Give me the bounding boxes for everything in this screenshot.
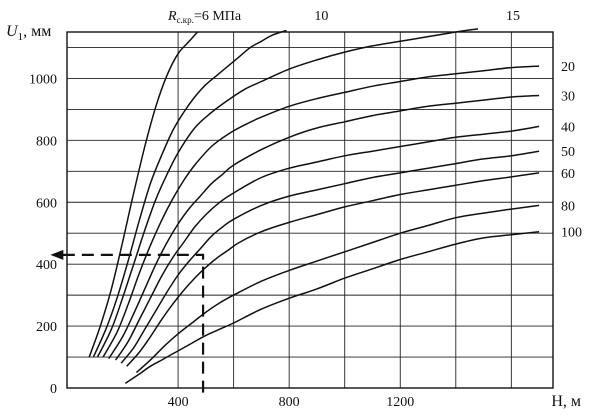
x-axis-title: H, м: [551, 393, 581, 410]
curve-label-r-40: 40: [561, 120, 575, 135]
curves: [88, 28, 540, 385]
example-arrowhead: [50, 249, 64, 260]
x-tick-label: 800: [279, 395, 300, 410]
y-axis-title: U1, мм: [6, 23, 51, 43]
curve-r-40: [114, 125, 540, 361]
y-tick-label: 1000: [29, 72, 57, 87]
curve-label-r-50: 50: [561, 145, 575, 160]
curve-labels: 10 15 20 30 40 50 60 80 100: [314, 9, 582, 241]
y-tick-label: 800: [36, 134, 57, 149]
parameter-first-value: =6 МПа: [194, 9, 242, 24]
curve-r-50: [120, 150, 540, 364]
curve-label-r-30: 30: [561, 89, 575, 104]
y-tick-label: 0: [50, 382, 57, 397]
curve-label-r-100: 100: [561, 226, 582, 241]
tick-labels: 0 200 400 600 800 1000 400 800 1200: [29, 72, 414, 410]
y-axis-unit: , мм: [23, 23, 51, 40]
curve-r-100: [124, 230, 540, 385]
curve-label-r-80: 80: [561, 199, 575, 214]
curve-label-r-10: 10: [314, 9, 328, 24]
y-tick-label: 400: [36, 258, 57, 273]
curve-r-20: [102, 65, 540, 358]
grid: [67, 32, 553, 388]
y-tick-label: 200: [36, 320, 57, 335]
y-axis-symbol: U: [6, 23, 19, 40]
curve-label-r-60: 60: [561, 167, 575, 182]
example-dashed-path: [60, 253, 205, 393]
parameter-subscript: с.кр.: [177, 15, 194, 25]
curve-r-10: [92, 29, 287, 358]
curve-r-15: [96, 28, 479, 358]
y-tick-label: 600: [36, 196, 57, 211]
curve-label-r-15: 15: [506, 9, 520, 24]
plot-frame: [66, 31, 554, 389]
curve-r-60: [126, 172, 540, 367]
curve-r-6: [88, 31, 199, 358]
y-axis-subscript: 1: [18, 31, 24, 43]
curve-r-80: [135, 204, 540, 374]
curve-r-30: [108, 94, 540, 360]
parameter-label: Rс.кр.=6 МПа: [167, 9, 242, 25]
curve-label-r-20: 20: [561, 60, 575, 75]
x-tick-label: 1200: [386, 395, 414, 410]
parameter-symbol: R: [167, 9, 177, 24]
x-tick-label: 400: [168, 395, 189, 410]
